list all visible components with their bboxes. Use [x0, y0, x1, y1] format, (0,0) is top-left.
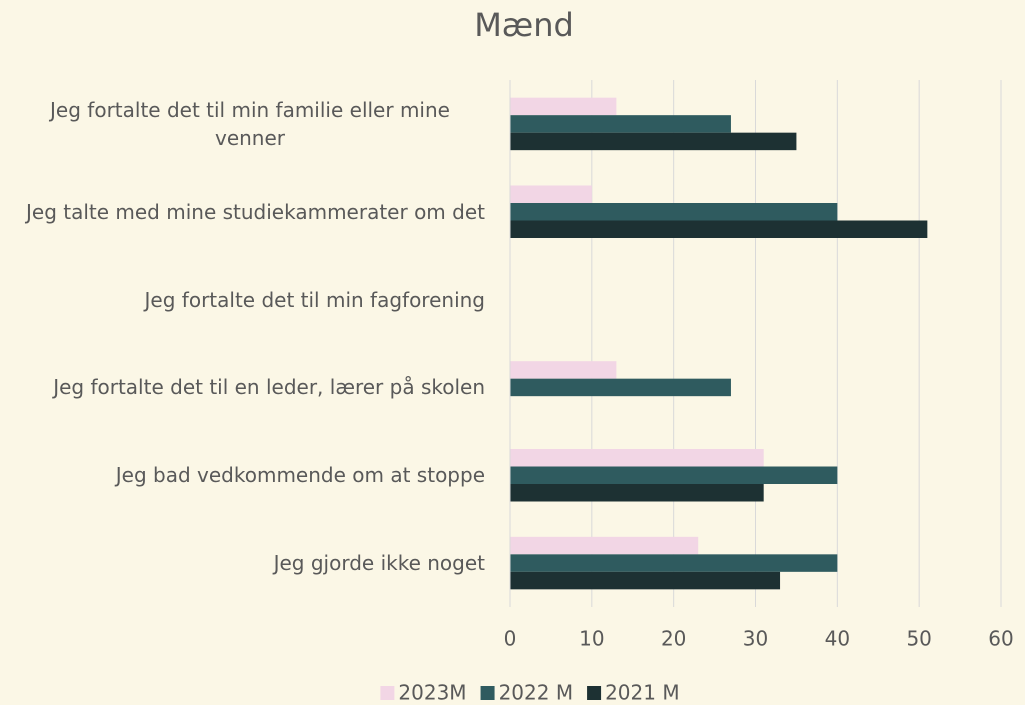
bar — [510, 97, 617, 116]
bar — [510, 203, 838, 221]
legend-label: 2023M — [398, 681, 466, 705]
bar — [510, 132, 797, 151]
category-label-box: Jeg fortalte det til min fagforening — [145, 286, 485, 314]
chart-title: Mænd — [474, 6, 574, 44]
category-label-box: Jeg fortalte det til min familie eller m… — [15, 96, 485, 152]
bar — [510, 220, 928, 238]
category-label-box: Jeg fortalte det til en leder, lærer på … — [53, 373, 485, 401]
y-tick-label: Jeg talte med mine studiekammerater om d… — [25, 199, 485, 224]
x-tick-label: 0 — [504, 627, 517, 651]
x-tick-label: 30 — [743, 627, 768, 651]
bar — [510, 536, 699, 555]
y-tick-label: Jeg fortalte det til en leder, lærer på … — [53, 375, 485, 400]
category-label-box: Jeg bad vedkommende om at stoppe — [116, 461, 485, 489]
x-tick-label: 10 — [579, 627, 604, 651]
y-tick-label: Jeg fortalte det til min fagforening — [144, 287, 485, 312]
legend-swatch — [587, 686, 602, 700]
x-tick-label: 60 — [988, 627, 1013, 651]
bar — [510, 378, 731, 397]
legend-label: 2022 M — [499, 681, 574, 705]
bar — [510, 554, 838, 572]
legend-label: 2021 M — [605, 681, 680, 705]
x-tick-label: 20 — [661, 627, 686, 651]
y-tick-label: Jeg fortalte det til min familie eller m… — [50, 97, 450, 150]
bar — [510, 185, 592, 203]
bar — [510, 484, 764, 502]
x-tick-label: 50 — [906, 627, 931, 651]
bar — [510, 361, 617, 379]
x-tick-label: 40 — [825, 627, 850, 651]
bar — [510, 466, 838, 484]
bar — [510, 571, 781, 590]
bar — [510, 449, 764, 467]
legend-swatch — [480, 686, 495, 700]
category-label-box: Jeg gjorde ikke noget — [274, 549, 485, 577]
legend-swatch — [380, 686, 395, 700]
y-tick-label: Jeg bad vedkommende om at stoppe — [115, 463, 485, 488]
bar — [510, 115, 731, 133]
category-label-box: Jeg talte med mine studiekammerater om d… — [26, 198, 485, 226]
y-tick-label: Jeg gjorde ikke noget — [273, 551, 485, 576]
